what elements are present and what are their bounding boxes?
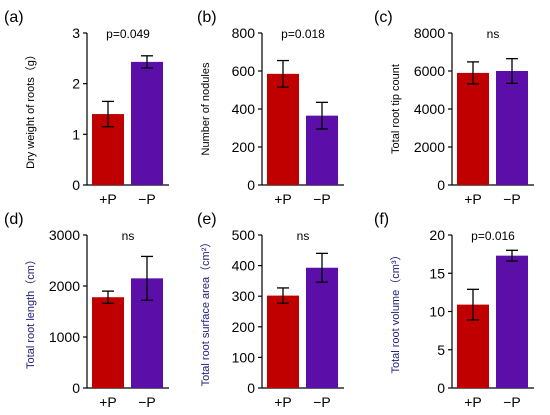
bar [496,71,528,185]
y-tick-label: 0 [437,177,445,193]
bar [267,73,299,185]
x-tick-label: −P [138,191,156,207]
y-tick-label: 3 [72,25,80,41]
y-tick-label: 800 [232,25,256,41]
y-tick-label: 20 [429,227,445,243]
significance-annotation: ns [122,229,135,243]
y-axis-label: Number of nodules [200,62,212,155]
y-tick-label: 400 [232,258,256,274]
y-tick-label: 100 [232,349,256,365]
y-tick-label: 2000 [49,278,80,294]
chart-panel: (d) 0 1000 2000 3000 Total root length（cm） +P −… [4,211,169,410]
x-tick-label: −P [503,191,521,207]
y-tick-label: 400 [232,101,256,117]
bar [496,255,528,388]
x-tick-label: +P [99,191,117,207]
y-tick-label: 2000 [414,139,445,155]
chart-panel: (b) 0 200 400 600 800 Number of nodules +P −P p=0… [197,9,344,207]
y-axis-label: Dry weight of roots（g） [24,49,37,169]
bar [267,295,299,388]
panel-label: (d) [4,211,24,228]
x-tick-label: −P [313,394,331,410]
y-tick-label: 10 [429,304,445,320]
y-tick-label: 0 [247,380,255,396]
x-tick-label: +P [464,191,482,207]
y-axis-label: Total root volume（cm³） [389,249,402,373]
x-tick-label: −P [503,394,521,410]
bar [457,72,489,185]
y-tick-label: 15 [429,265,445,281]
y-tick-label: 500 [232,227,256,243]
x-tick-label: +P [464,394,482,410]
y-tick-label: 600 [232,63,256,79]
y-axis-label: Total root tip count [390,64,402,154]
panel-label: (f) [374,211,389,228]
chart-panel: (c) 0 2000 4000 6000 8000 Total root tip count… [374,9,534,207]
panel-label: (c) [374,9,393,26]
panel-label: (b) [197,9,217,26]
panel-label: (e) [197,211,217,228]
chart-panel: (a) 0 1 2 3 Dry weight of roots（g） +P −P p=0.049 [4,9,169,207]
x-tick-label: −P [138,394,156,410]
x-tick-label: +P [274,191,292,207]
y-axis-label: Total root surface area（cm²） [199,237,212,387]
y-tick-label: 5 [437,342,445,358]
y-tick-label: 0 [72,380,80,396]
y-tick-label: 0 [247,177,255,193]
significance-annotation: ns [297,229,310,243]
y-tick-label: 0 [72,177,80,193]
y-axis-label: Total root length（cm） [24,254,37,369]
y-tick-label: 8000 [414,25,445,41]
chart-panel: (e) 0 100 200 300 400 500 Total root surface ar… [197,211,344,410]
y-tick-label: 200 [232,139,256,155]
x-tick-label: +P [274,394,292,410]
bar [306,267,338,388]
panel-label: (a) [4,9,24,26]
significance-annotation: p=0.018 [281,27,325,41]
y-tick-label: 6000 [414,63,445,79]
y-tick-label: 3000 [49,227,80,243]
significance-annotation: ns [487,27,500,41]
y-tick-label: 300 [232,288,256,304]
significance-annotation: p=0.016 [471,229,515,243]
bar [92,297,124,388]
chart-panel: (f) 0 5 10 15 20 Total root volume（cm³） +P −P p=0… [374,211,534,410]
y-tick-label: 1000 [49,329,80,345]
significance-annotation: p=0.049 [106,27,150,41]
y-tick-label: 1 [72,126,80,142]
y-tick-label: 200 [232,319,256,335]
y-tick-label: 0 [437,380,445,396]
y-tick-label: 4000 [414,101,445,117]
y-tick-label: 2 [72,76,80,92]
x-tick-label: +P [99,394,117,410]
bar [131,61,163,185]
x-tick-label: −P [313,191,331,207]
